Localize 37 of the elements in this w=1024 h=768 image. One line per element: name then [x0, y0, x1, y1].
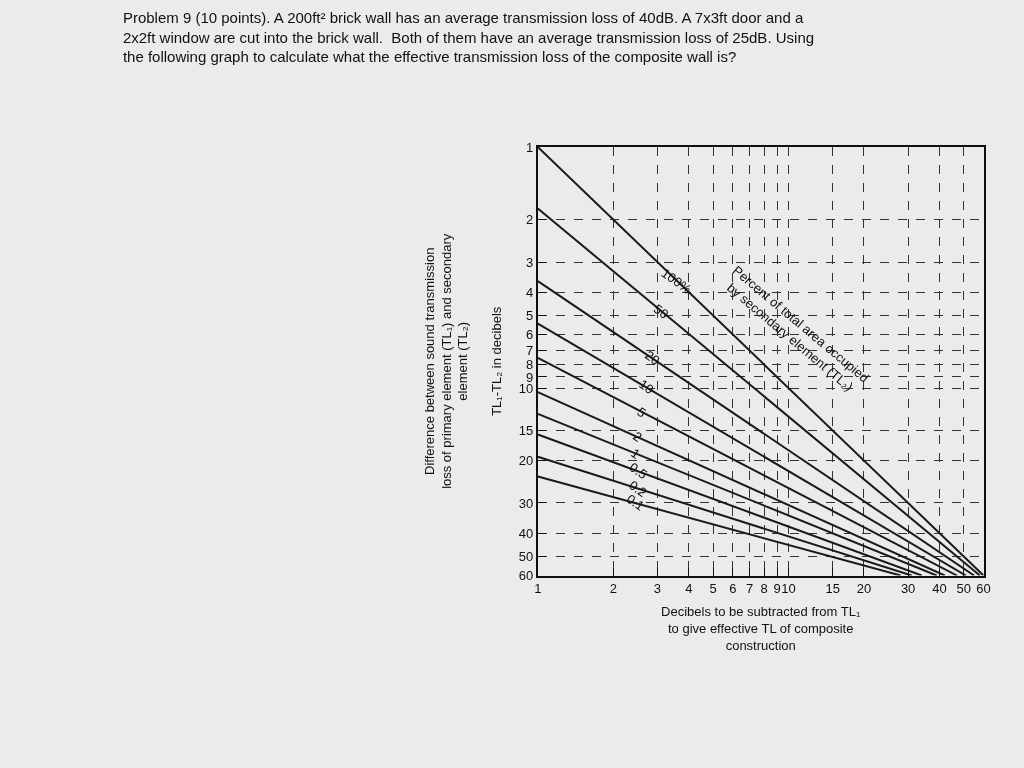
text: Difference between sound transmission loss of primary element (TL₁) and secondary element (TL₂) TL₁-TL₂ in decibels — [421, 233, 505, 489]
x-tick-label: 60 — [976, 581, 991, 597]
annotation: 1 — [628, 445, 643, 462]
y-tick-label: 30 — [518, 495, 534, 511]
x-axis-title: Decibels to be subtracted from TL₁ to give effective TL of composite construction — [661, 604, 861, 654]
x-tick-label: 7 — [746, 581, 754, 597]
x-tick-label: 4 — [685, 581, 693, 597]
x-tick-label: 15 — [825, 581, 840, 597]
y-tick-label: 20 — [518, 453, 534, 469]
y-tick-label: 7 — [526, 343, 534, 359]
annotation: 10 — [636, 376, 657, 398]
x-tick-label: 20 — [856, 581, 872, 597]
x-tick-label: 2 — [609, 581, 617, 597]
x-tick-label: 40 — [932, 581, 947, 597]
y-tick-label: 5 — [526, 308, 534, 324]
y-tick-label: 1 — [526, 139, 534, 155]
annotation: 50 — [650, 301, 672, 322]
y-tick-label: 2 — [526, 212, 534, 228]
chart-title: Problem 9 (10 points). A 200ft² brick wall has an average transmission loss of 40dB. A 7x3ft door and a 2x2ft window are cut into the brick wall. Both of them have an average transmission loss of 25dB. Using the following graph to calculate what the effective transmission loss of the composite wall is? — [122, 9, 815, 66]
x-tick-label: 6 — [729, 581, 737, 597]
y-tick-label: 4 — [526, 284, 534, 300]
annotation: 5 — [634, 404, 649, 421]
x-tick-label: 30 — [900, 581, 916, 597]
y-tick-label: 60 — [518, 568, 534, 584]
x-tick-label: 50 — [956, 581, 971, 597]
x-tick-label: 10 — [781, 581, 796, 597]
x-tick-label: 5 — [709, 581, 717, 597]
y-tick-label: 50 — [518, 548, 534, 564]
x-tick-label: 9 — [773, 581, 781, 597]
x-tick-label: 8 — [760, 581, 768, 597]
y-tick-label: 6 — [526, 327, 534, 343]
y-tick-label: 3 — [526, 254, 534, 270]
annotation: 2 — [630, 428, 645, 445]
x-tick-label: 3 — [653, 581, 662, 597]
y-tick-label: 15 — [518, 423, 534, 438]
annotation: 20 — [642, 347, 663, 369]
y-tick-label: 40 — [518, 525, 534, 541]
